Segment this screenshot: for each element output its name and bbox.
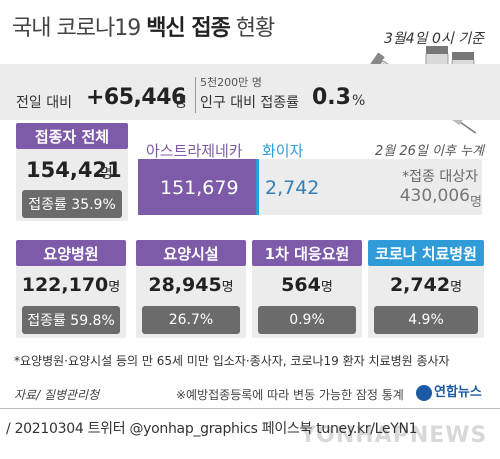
category-count: 564명 <box>281 274 333 296</box>
category-count: 122,170명 <box>21 274 121 296</box>
series-label-astrazeneca: 아스트라제네카 <box>146 142 243 160</box>
source-label: 자료/ 질병관리청 <box>14 388 100 402</box>
prev-day-unit: 명 <box>174 95 187 111</box>
category-card-nursing-facility: 요양시설 28,945명 26.7% <box>136 240 246 338</box>
target-value: 430,006 <box>399 186 470 206</box>
category-card-first-responders: 1차 대응요원 564명 0.9% <box>252 240 362 338</box>
total-rate: 접종률 35.9% <box>22 190 122 218</box>
category-count: 28,945명 <box>148 274 234 296</box>
population-rate-unit: % <box>352 93 366 109</box>
watermark: YONHAPNEWS <box>300 423 488 448</box>
population-note: 5천200만 명 <box>200 76 262 89</box>
category-label: 요양병원 <box>16 240 126 266</box>
total-count: 154,421 <box>26 158 122 182</box>
value-label-astrazeneca: 151,679 <box>160 177 239 199</box>
prev-day-label: 전일 대비 <box>16 95 72 111</box>
yonhap-logo: 연합뉴스 <box>416 381 482 401</box>
population-rate-value: 0.3 <box>312 85 351 110</box>
category-label: 1차 대응요원 <box>252 240 362 266</box>
bar-pfizer <box>256 159 259 215</box>
page-title: 국내 코로나19 백신 접종 현황 <box>12 16 275 41</box>
date-label: 3월4일 0시 기준 <box>383 31 484 47</box>
target-unit: 명 <box>470 195 482 210</box>
prev-day-value: +65,446 <box>86 85 186 110</box>
total-unit: 명 <box>100 166 113 182</box>
logo-icon <box>416 384 432 401</box>
provisional-notice: ※예방접종등록에 따라 변동 가능한 잠정 통계 <box>176 388 404 402</box>
category-card-nursing-hospital: 요양병원 122,170명 접종률 59.8% <box>16 240 126 338</box>
category-label: 요양시설 <box>136 240 246 266</box>
category-rate: 0.9% <box>258 306 356 334</box>
category-rate: 4.9% <box>374 306 478 334</box>
cumulative-note: 2월 26일 이후 누계 <box>375 144 484 159</box>
target-label: *접종 대상자 <box>402 169 478 185</box>
value-label-pfizer: 2,742 <box>265 177 320 199</box>
summary-divider <box>195 77 196 113</box>
bar-astrazeneca <box>138 159 256 215</box>
population-rate-label: 인구 대비 접종률 <box>200 95 300 111</box>
summary-band <box>0 64 500 120</box>
credit-line: / 20210304 트위터 @yonhap_graphics 페이스북 tun… <box>6 421 418 437</box>
footer-divider <box>0 408 500 409</box>
category-rate: 접종률 59.8% <box>22 306 120 334</box>
category-count: 2,742명 <box>389 274 463 296</box>
category-rate: 26.7% <box>142 306 240 334</box>
series-label-pfizer: 화이자 <box>262 142 304 160</box>
total-label: 접종자 전체 <box>16 123 128 149</box>
footnote: *요양병원·요양시설 등의 만 65세 미만 입소자·종사자, 코로나19 환자… <box>14 354 450 368</box>
category-card-covid-hospital: 코로나 치료병원 2,742명 4.9% <box>368 240 484 338</box>
category-label: 코로나 치료병원 <box>368 240 484 266</box>
